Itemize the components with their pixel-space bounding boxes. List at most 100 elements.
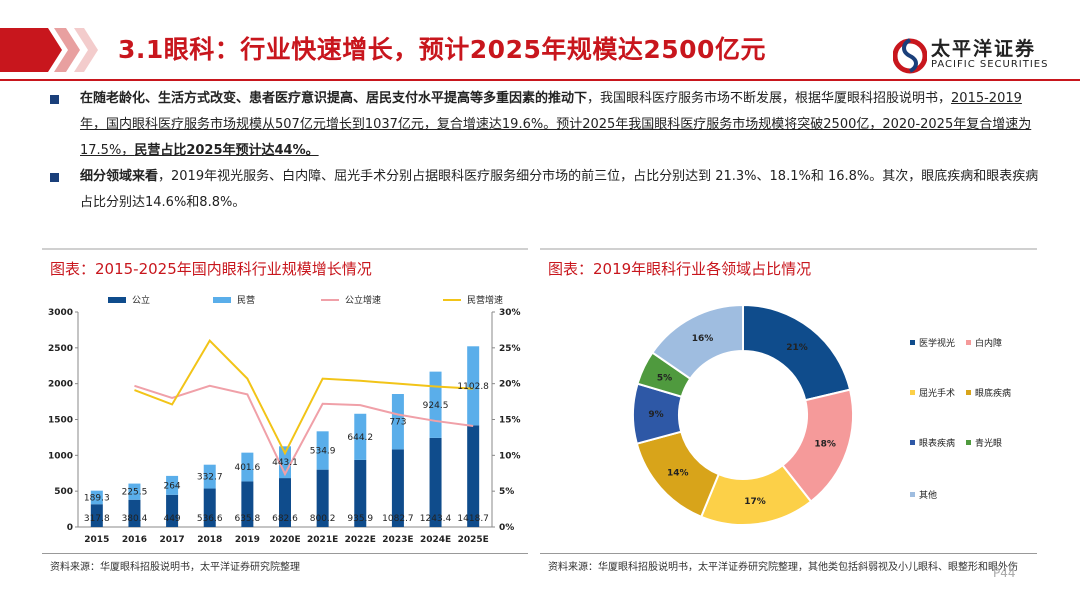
data-label-public: 1082.7 <box>382 514 414 524</box>
bullet-1-bold-tail: 民营占比2025年预计达44%。 <box>134 143 319 158</box>
x-tick-label: 2022E <box>345 535 376 545</box>
right-chart-source: 资料来源：华厦眼科招股说明书，太平洋证券研究院整理，其他类包括斜弱视及小儿眼科、… <box>548 562 1018 573</box>
legend-label: 眼底疾病 <box>975 387 1011 399</box>
header-divider <box>0 79 1080 81</box>
data-label-private: 924.5 <box>423 401 449 411</box>
legend-swatch <box>966 440 971 445</box>
bar-public <box>279 478 291 527</box>
data-label-public: 635.8 <box>234 514 260 524</box>
bullet-2-lead: 细分领域来看 <box>80 169 159 184</box>
bar-private <box>128 483 141 500</box>
bar-public <box>166 494 179 527</box>
x-tick-label: 2018 <box>197 535 222 545</box>
bar-private <box>203 464 216 489</box>
left-chart-source: 资料来源：华厦眼科招股说明书，太平洋证券研究院整理 <box>50 562 300 573</box>
donut-slice <box>651 303 744 381</box>
left-panel-top-rule <box>42 248 528 250</box>
x-tick-label: 2025E <box>458 535 489 545</box>
bullet-1-text: ，我国眼科医疗服务市场不断发展，根据华厦眼科招股说明书， <box>587 91 952 106</box>
left-y-tick-label: 1000 <box>48 451 73 461</box>
bar-public <box>90 504 103 527</box>
legend-swatch <box>910 440 915 445</box>
header-chevron-arrows <box>0 28 98 72</box>
data-label-public: 800.2 <box>310 514 336 524</box>
legend-label: 民营增速 <box>467 294 503 306</box>
logo-chinese-text: 太平洋证券 <box>931 38 1037 60</box>
data-label-private: 773 <box>389 418 406 428</box>
legend-label: 青光眼 <box>975 437 1002 449</box>
data-label-public: 935.9 <box>347 514 373 524</box>
legend-swatch-bar <box>213 297 231 303</box>
x-tick-label: 2016 <box>122 535 147 545</box>
bar-private <box>241 452 254 482</box>
logo-emblem-icon <box>893 38 927 74</box>
data-label-public: 1418.7 <box>457 514 489 524</box>
line-public-growth <box>134 384 474 477</box>
bullet-1-lead: 在随老龄化、生活方式改变、患者医疗意识提高、居民支付水平提高等多重因素的推动下 <box>80 91 588 106</box>
legend-label: 医学视光 <box>919 337 955 349</box>
bar-public <box>354 459 367 527</box>
bar-private <box>90 490 103 505</box>
donut-slice-label: 16% <box>692 334 714 344</box>
company-logo: 太平洋证券 PACIFIC SECURITIES <box>893 32 1063 76</box>
x-tick-label: 2020E <box>269 535 300 545</box>
bullet-paragraph-1: 在随老龄化、生活方式改变、患者医疗意识提高、居民支付水平提高等多重因素的推动下，… <box>80 86 1040 164</box>
left-y-tick-label: 500 <box>54 487 73 497</box>
data-label-private: 443.1 <box>272 458 298 468</box>
bar-private <box>467 346 480 426</box>
left-panel-bottom-rule <box>42 553 528 554</box>
right-chart-title: 图表：2019年眼科行业各领域占比情况 <box>548 260 812 278</box>
left-y-tick-label: 0 <box>67 523 73 533</box>
donut-slice-label: 14% <box>667 469 689 479</box>
bullet-marker <box>50 173 59 182</box>
combo-bar-line-chart: 0 500 1000 1500 2000 2500 3000 0% 5% 10% 15% 20% 25%… <box>48 294 521 545</box>
legend-swatch-bar <box>108 297 126 303</box>
data-label-private: 534.9 <box>310 446 336 456</box>
bullet-2-text: ，2019年视光服务、白内障、屈光手术分别占据眼科医疗服务细分市场的前三位，占比… <box>80 169 1039 210</box>
page-number: P44 <box>993 566 1016 580</box>
left-y-tick-label: 3000 <box>48 308 73 318</box>
right-y-tick-label: 15% <box>499 416 521 426</box>
bar-public <box>429 437 442 527</box>
bar-private <box>354 413 367 460</box>
x-tick-label: 2019 <box>235 535 260 545</box>
data-label-public: 1243.4 <box>420 514 452 524</box>
bar-public <box>467 425 480 527</box>
bullet-paragraph-2: 细分领域来看，2019年视光服务、白内障、屈光手术分别占据眼科医疗服务细分市场的… <box>80 164 1040 216</box>
x-tick-label: 2024E <box>420 535 451 545</box>
legend-label: 白内障 <box>975 337 1002 349</box>
data-label-public: 317.8 <box>84 514 110 524</box>
line-private-growth <box>134 339 474 456</box>
bar-private <box>166 475 179 495</box>
logo-english-text: PACIFIC SECURITIES <box>931 59 1049 70</box>
legend-swatch <box>966 340 971 345</box>
data-label-private: 264 <box>163 481 180 491</box>
donut-slice-label: 9% <box>648 410 663 420</box>
page-title: 3.1眼科：行业快速增长，预计2025年规模达2500亿元 <box>118 35 766 64</box>
left-y-tick-label: 2000 <box>48 380 73 390</box>
right-y-tick-label: 0% <box>499 523 514 533</box>
data-label-private: 401.6 <box>234 463 260 473</box>
bar-public <box>316 469 329 527</box>
legend-label: 眼表疾病 <box>919 437 955 449</box>
data-label-private: 225.5 <box>122 488 148 498</box>
right-y-tick-label: 5% <box>499 487 514 497</box>
data-label-public: 380.4 <box>122 514 148 524</box>
data-label-public: 682.6 <box>272 514 298 524</box>
bar-public <box>241 481 254 527</box>
legend-swatch <box>910 340 915 345</box>
bar-public <box>391 449 404 527</box>
x-tick-label: 2021E <box>307 535 338 545</box>
right-panel-bottom-rule <box>540 553 1037 554</box>
bar-private <box>391 394 404 450</box>
legend-label: 公立 <box>132 294 150 306</box>
bar-public <box>203 488 216 527</box>
left-chart-title: 图表：2015-2025年国内眼科行业规模增长情况 <box>50 260 372 278</box>
donut-slice-label: 5% <box>657 373 672 383</box>
legend-swatch <box>910 390 915 395</box>
right-y-tick-label: 10% <box>499 451 521 461</box>
donut-slice-label: 17% <box>744 497 766 507</box>
right-y-tick-label: 20% <box>499 380 521 390</box>
bullet-1-underlined: 2015-2019年，国内眼科医疗服务市场规模从507亿元增长到1037亿元，复… <box>80 91 1032 158</box>
